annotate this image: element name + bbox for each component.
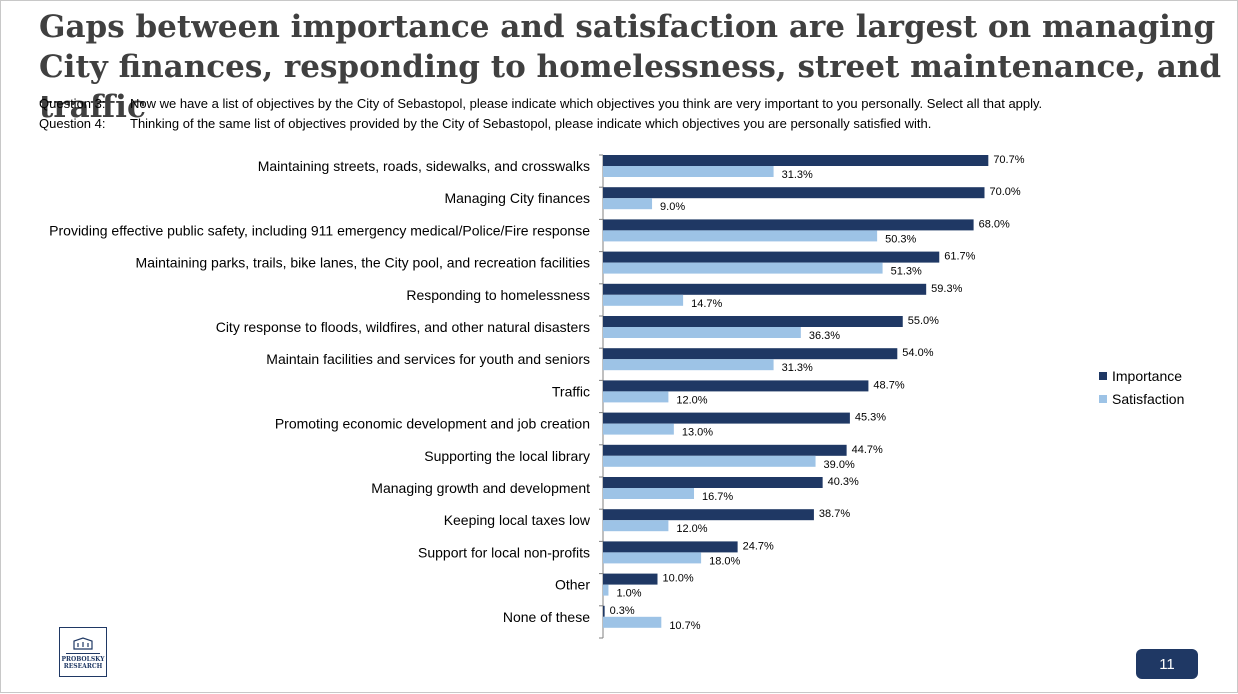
- data-label-importance: 59.3%: [931, 283, 962, 295]
- category-label: None of these: [503, 609, 590, 625]
- slide-title: Gaps between importance and satisfaction…: [39, 9, 1222, 125]
- data-label-importance: 38.7%: [819, 508, 850, 520]
- data-label-importance: 45.3%: [855, 412, 886, 424]
- data-label-satisfaction: 31.3%: [782, 362, 813, 374]
- category-label: City response to floods, wildfires, and …: [216, 319, 590, 335]
- legend-item-importance: Importance: [1099, 364, 1184, 387]
- category-label: Managing City finances: [444, 190, 590, 206]
- data-label-importance: 48.7%: [873, 379, 904, 391]
- category-label: Support for local non-profits: [418, 544, 590, 560]
- category-label: Managing growth and development: [371, 480, 590, 496]
- bar-importance: [603, 477, 823, 488]
- bar-satisfaction: [603, 552, 702, 564]
- data-label-satisfaction: 39.0%: [824, 459, 855, 471]
- bar-importance: [603, 187, 985, 199]
- bar-importance: [603, 380, 869, 392]
- data-label-satisfaction: 18.0%: [709, 555, 740, 567]
- bar-satisfaction: [603, 455, 816, 467]
- bar-satisfaction: [603, 359, 774, 371]
- data-label-satisfaction: 9.0%: [660, 201, 685, 213]
- data-label-importance: 61.7%: [944, 251, 975, 263]
- bar-importance: [603, 251, 940, 263]
- bar-satisfaction: [603, 488, 695, 499]
- data-label-satisfaction: 10.7%: [669, 620, 700, 632]
- page-number: 11: [1136, 649, 1198, 679]
- question-3-label: Question 3:: [39, 96, 106, 111]
- data-label-satisfaction: 51.3%: [891, 266, 922, 278]
- chart-legend: Importance Satisfaction: [1099, 364, 1184, 410]
- data-label-importance: 70.7%: [993, 154, 1024, 166]
- bar-satisfaction: [603, 198, 653, 210]
- data-label-importance: 0.3%: [610, 605, 635, 617]
- data-label-importance: 40.3%: [828, 476, 859, 488]
- category-label: Traffic: [552, 383, 590, 399]
- data-label-importance: 68.0%: [979, 218, 1010, 230]
- bar-satisfaction: [603, 230, 878, 242]
- probolsky-research-logo: PROBOLSKY RESEARCH: [59, 627, 107, 677]
- bar-importance: [603, 219, 974, 231]
- data-label-satisfaction: 12.0%: [676, 523, 707, 535]
- bar-satisfaction: [603, 166, 774, 177]
- data-label-satisfaction: 50.3%: [885, 233, 916, 245]
- data-label-importance: 10.0%: [663, 573, 694, 585]
- bar-satisfaction: [603, 520, 669, 532]
- data-label-satisfaction: 13.0%: [682, 427, 713, 439]
- bar-satisfaction: [603, 262, 883, 274]
- question-4-label: Question 4:: [39, 116, 106, 131]
- category-label: Providing effective public safety, inclu…: [49, 222, 590, 238]
- data-label-importance: 54.0%: [902, 347, 933, 359]
- bar-satisfaction: [603, 327, 801, 338]
- logo-text: PROBOLSKY RESEARCH: [61, 655, 105, 670]
- category-label: Maintaining parks, trails, bike lanes, t…: [136, 255, 590, 271]
- legend-swatch-importance: [1099, 371, 1107, 380]
- bar-importance: [603, 283, 927, 295]
- data-label-satisfaction: 1.0%: [616, 588, 641, 600]
- bar-satisfaction: [603, 584, 609, 596]
- bar-importance: [603, 316, 903, 327]
- data-label-importance: 24.7%: [743, 540, 774, 552]
- data-label-satisfaction: 31.3%: [782, 169, 813, 181]
- logo-emblem-icon: [66, 635, 100, 654]
- legend-label-importance: Importance: [1112, 367, 1183, 384]
- question-3-text: Now we have a list of objectives by the …: [130, 96, 1043, 111]
- category-label: Promoting economic development and job c…: [275, 416, 590, 432]
- legend-swatch-satisfaction: [1099, 394, 1107, 403]
- bar-satisfaction: [603, 294, 684, 306]
- bar-satisfaction: [603, 616, 662, 628]
- category-label: Keeping local taxes low: [444, 512, 591, 528]
- question-4: Question 4: Thinking of the same list of …: [39, 116, 931, 131]
- data-label-satisfaction: 12.0%: [676, 394, 707, 406]
- bar-importance: [603, 412, 850, 424]
- category-label: Responding to homelessness: [406, 287, 590, 303]
- bar-importance: [603, 605, 605, 617]
- data-label-satisfaction: 16.7%: [702, 491, 733, 503]
- bar-importance: [603, 541, 738, 553]
- data-label-importance: 70.0%: [990, 186, 1021, 198]
- category-label: Other: [555, 577, 590, 593]
- legend-label-satisfaction: Satisfaction: [1112, 390, 1185, 407]
- bar-importance: [603, 444, 847, 456]
- category-label: Maintain facilities and services for you…: [266, 351, 590, 367]
- data-label-satisfaction: 14.7%: [691, 298, 722, 310]
- question-3: Question 3: Now we have a list of objecti…: [39, 96, 1042, 111]
- data-label-importance: 55.0%: [908, 315, 939, 327]
- data-label-satisfaction: 36.3%: [809, 330, 840, 342]
- data-label-importance: 44.7%: [852, 444, 883, 456]
- bar-importance: [603, 155, 989, 166]
- category-label: Supporting the local library: [424, 448, 590, 464]
- bar-satisfaction: [603, 391, 669, 403]
- bar-importance: [603, 573, 658, 585]
- bar-importance: [603, 348, 898, 360]
- bar-importance: [603, 509, 814, 521]
- category-label: Maintaining streets, roads, sidewalks, a…: [258, 158, 590, 174]
- question-4-text: Thinking of the same list of objectives …: [130, 116, 932, 131]
- bar-satisfaction: [603, 423, 674, 435]
- legend-item-satisfaction: Satisfaction: [1099, 387, 1184, 410]
